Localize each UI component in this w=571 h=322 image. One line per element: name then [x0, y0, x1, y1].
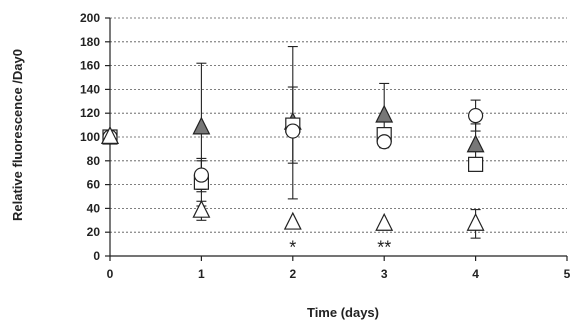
y-tick-label: 80	[87, 154, 101, 168]
circle-marker	[285, 123, 301, 139]
y-tick-label: 60	[87, 178, 101, 192]
triangle-marker	[283, 211, 302, 230]
triangle-marker	[192, 116, 211, 135]
axes	[105, 17, 568, 261]
triangle-marker	[375, 212, 394, 231]
x-tick-label: 2	[289, 267, 296, 281]
circle-marker	[376, 134, 392, 150]
triangle-marker	[192, 199, 211, 218]
significance-annotation: *	[289, 238, 296, 258]
circle-marker	[193, 167, 209, 183]
y-tick-label: 20	[87, 225, 101, 239]
x-tick-label: 5	[564, 267, 571, 281]
triangle-marker	[375, 104, 394, 123]
y-axis-label: Relative fluorescence /Day0	[10, 49, 25, 221]
y-tick-label: 180	[80, 35, 100, 49]
annotations: * **	[289, 238, 391, 258]
y-tick-label: 140	[80, 82, 100, 96]
significance-annotation: **	[377, 238, 391, 258]
circle-marker	[468, 107, 484, 124]
square-marker	[468, 156, 484, 172]
x-tick-label: 0	[107, 267, 114, 281]
y-tick-label: 100	[80, 130, 100, 144]
y-tick-label: 0	[93, 249, 100, 263]
triangle-marker	[466, 134, 485, 153]
y-tick-label: 120	[80, 106, 100, 120]
x-tick-label: 1	[198, 267, 205, 281]
x-tick-label: 4	[472, 267, 479, 281]
data-markers	[101, 104, 485, 231]
error-bars	[196, 46, 481, 239]
y-tick-label: 160	[80, 59, 100, 73]
triangle-marker	[101, 126, 119, 144]
x-axis-label: Time (days)	[307, 305, 379, 320]
gridlines	[110, 17, 567, 233]
x-tick-label: 3	[381, 267, 388, 281]
x-tick-labels: 0 1 2 3 4 5	[107, 267, 571, 281]
triangle-marker	[466, 212, 485, 231]
y-tick-label: 40	[87, 201, 101, 215]
y-tick-labels: 0 20 40 60 80 100 120 140 160 180 200	[80, 11, 100, 263]
y-tick-label: 200	[80, 11, 100, 25]
